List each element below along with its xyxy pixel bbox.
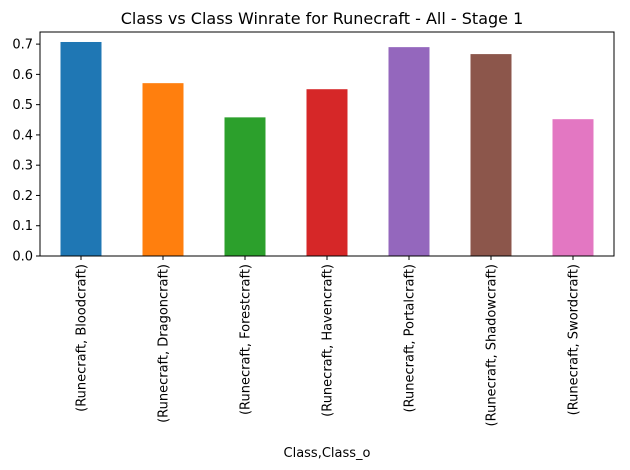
bar-3 [224, 117, 266, 256]
x-axis-label: Class,Class_o [284, 446, 371, 461]
y-tick-label: 0.2 [12, 189, 33, 204]
bar-1 [60, 41, 102, 256]
x-tick-label: (Runecraft, Swordcraft) [567, 264, 582, 415]
x-tick-label: (Runecraft, Dragoncraft) [157, 264, 172, 423]
bar-2 [142, 83, 184, 256]
x-tick-label: (Runecraft, Havencraft) [321, 264, 336, 417]
bar-4 [306, 89, 348, 257]
y-tick-label: 0.1 [12, 219, 33, 234]
y-tick-label: 0.7 [12, 38, 33, 53]
y-tick-label: 0.0 [12, 250, 33, 265]
y-axis: 0.0 0.1 0.2 0.3 0.4 0.5 0.6 0.7 [12, 38, 40, 265]
y-tick-label: 0.6 [12, 68, 33, 83]
y-tick-label: 0.5 [12, 98, 33, 113]
x-tick-label: (Runecraft, Shadowcraft) [485, 264, 500, 426]
bar-5 [388, 47, 430, 256]
bar-7 [552, 119, 594, 257]
x-tick-label: (Runecraft, Bloodcraft) [75, 264, 90, 412]
y-tick-label: 0.4 [12, 128, 33, 143]
chart-title: Class vs Class Winrate for Runecraft - A… [121, 9, 524, 28]
x-tick-label: (Runecraft, Portalcraft) [403, 264, 418, 413]
bar-6 [470, 54, 512, 256]
bars-group [60, 41, 594, 257]
plot-frame [39, 31, 615, 257]
x-axis: (Runecraft, Bloodcraft) (Runecraft, Drago… [75, 256, 582, 426]
y-tick-label: 0.3 [12, 159, 33, 174]
x-tick-label: (Runecraft, Forestcraft) [239, 264, 254, 415]
